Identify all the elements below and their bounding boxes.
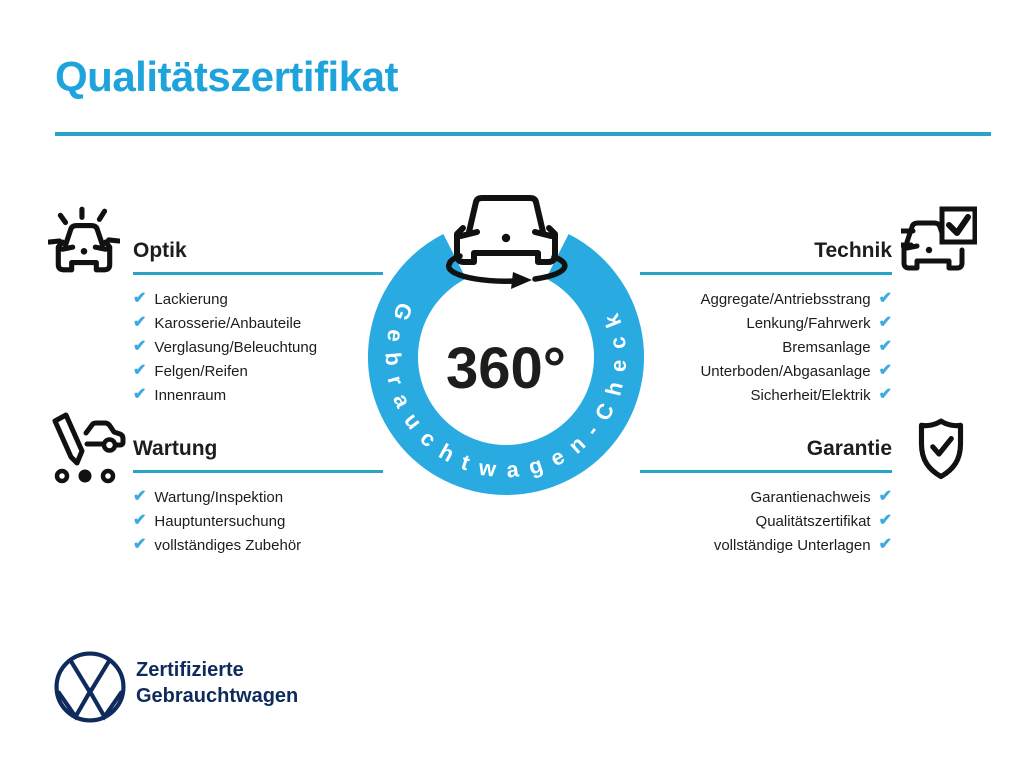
brand-wordmark: Zertifizierte Gebrauchtwagen [136, 657, 298, 709]
check-icon: ✔ [878, 290, 892, 307]
section-heading-garantie: Garantie [806, 437, 892, 460]
check-icon: ✔ [133, 290, 147, 307]
check-icon: ✔ [878, 488, 892, 505]
car-360-rotation-icon [445, 195, 568, 289]
list-item-label: Felgen/Reifen [154, 362, 248, 380]
page-title: Qualitätszertifikat [55, 53, 398, 100]
list-item-label: Lenkung/Fahrwerk [746, 314, 871, 332]
title-divider [55, 132, 991, 136]
check-icon: ✔ [133, 536, 147, 553]
list-item: ✔ Hauptuntersuchung [133, 509, 383, 533]
list-item: ✔ Verglasung/Beleuchtung [133, 335, 383, 359]
list-item: ✔ Felgen/Reifen [133, 359, 383, 383]
check-icon: ✔ [133, 362, 147, 379]
list-item: Sicherheit/Elektrik ✔ [640, 383, 892, 407]
section-heading-technik: Technik [814, 239, 892, 262]
check-icon: ✔ [878, 314, 892, 331]
garantie-check-list: Garantienachweis ✔ Qualitätszertifikat ✔ v… [640, 485, 892, 557]
section-garantie: Garantie Garantienachweis ✔ Qualitätszert… [640, 436, 892, 557]
section-rule [133, 272, 383, 275]
section-rule [640, 470, 892, 473]
check-icon: ✔ [878, 536, 892, 553]
list-item-label: Aggregate/Antriebsstrang [700, 290, 871, 308]
list-item: ✔ Innenraum [133, 383, 383, 407]
optik-check-list: ✔ Lackierung ✔ Karosserie/Anbauteile ✔ Verg… [133, 287, 383, 407]
list-item-label: vollständiges Zubehör [154, 536, 302, 554]
list-item-label: Unterboden/Abgasanlage [700, 362, 871, 380]
check-icon: ✔ [133, 386, 147, 403]
check-icon: ✔ [133, 488, 147, 505]
section-heading-wartung: Wartung [133, 437, 218, 460]
list-item: ✔ Karosserie/Anbauteile [133, 311, 383, 335]
section-rule [133, 470, 383, 473]
check-icon: ✔ [133, 338, 147, 355]
vw-logo [52, 649, 128, 730]
section-optik: Optik ✔ Lackierung ✔ Karosserie/Anbauteile… [133, 238, 383, 407]
list-item-label: Lackierung [154, 290, 228, 308]
list-item-label: Karosserie/Anbauteile [154, 314, 302, 332]
check-icon: ✔ [878, 338, 892, 355]
list-item: Lenkung/Fahrwerk ✔ [640, 311, 892, 335]
section-wartung: Wartung ✔ Wartung/Inspektion ✔ Hauptunters… [133, 436, 383, 557]
list-item: vollständige Unterlagen ✔ [640, 533, 892, 557]
section-rule [640, 272, 892, 275]
technik-check-list: Aggregate/Antriebsstrang ✔ Lenkung/Fahrwe… [640, 287, 892, 407]
list-item: Bremsanlage ✔ [640, 335, 892, 359]
ring-arc [368, 234, 644, 495]
list-item: Aggregate/Antriebsstrang ✔ [640, 287, 892, 311]
check-icon: ✔ [878, 362, 892, 379]
list-item-label: Sicherheit/Elektrik [750, 386, 871, 404]
shield-check-icon [912, 416, 970, 492]
360-check-badge: Gebrauchtwagen-Check 360° [356, 182, 656, 517]
check-icon: ✔ [878, 386, 892, 403]
service-checklist-car-icon [46, 406, 126, 486]
wartung-check-list: ✔ Wartung/Inspektion ✔ Hauptuntersuchung ✔… [133, 485, 383, 557]
list-item: ✔ Wartung/Inspektion [133, 485, 383, 509]
list-item: Qualitätszertifikat ✔ [640, 509, 892, 533]
section-heading-optik: Optik [133, 239, 187, 262]
brand-line-2: Gebrauchtwagen [136, 685, 299, 707]
car-checkbox-icon [901, 206, 977, 276]
list-item-label: Bremsanlage [782, 338, 871, 356]
list-item: ✔ Lackierung [133, 287, 383, 311]
check-icon: ✔ [133, 314, 147, 331]
list-item: Garantienachweis ✔ [640, 485, 892, 509]
list-item-label: Innenraum [154, 386, 227, 404]
list-item-label: Wartung/Inspektion [154, 488, 284, 506]
list-item-label: Verglasung/Beleuchtung [154, 338, 318, 356]
list-item: ✔ vollständiges Zubehör [133, 533, 383, 557]
check-icon: ✔ [878, 512, 892, 529]
check-icon: ✔ [133, 512, 147, 529]
list-item-label: Qualitätszertifikat [755, 512, 871, 530]
list-item-label: vollständige Unterlagen [713, 536, 871, 554]
section-technik: Technik Aggregate/Antriebsstrang ✔ Lenkun… [640, 238, 892, 407]
brand-line-1: Zertifizierte [136, 659, 244, 681]
list-item: Unterboden/Abgasanlage ✔ [640, 359, 892, 383]
shiny-car-icon [48, 204, 120, 278]
list-item-label: Garantienachweis [750, 488, 871, 506]
list-item-label: Hauptuntersuchung [154, 512, 286, 530]
degree-label: 360° [446, 336, 566, 401]
